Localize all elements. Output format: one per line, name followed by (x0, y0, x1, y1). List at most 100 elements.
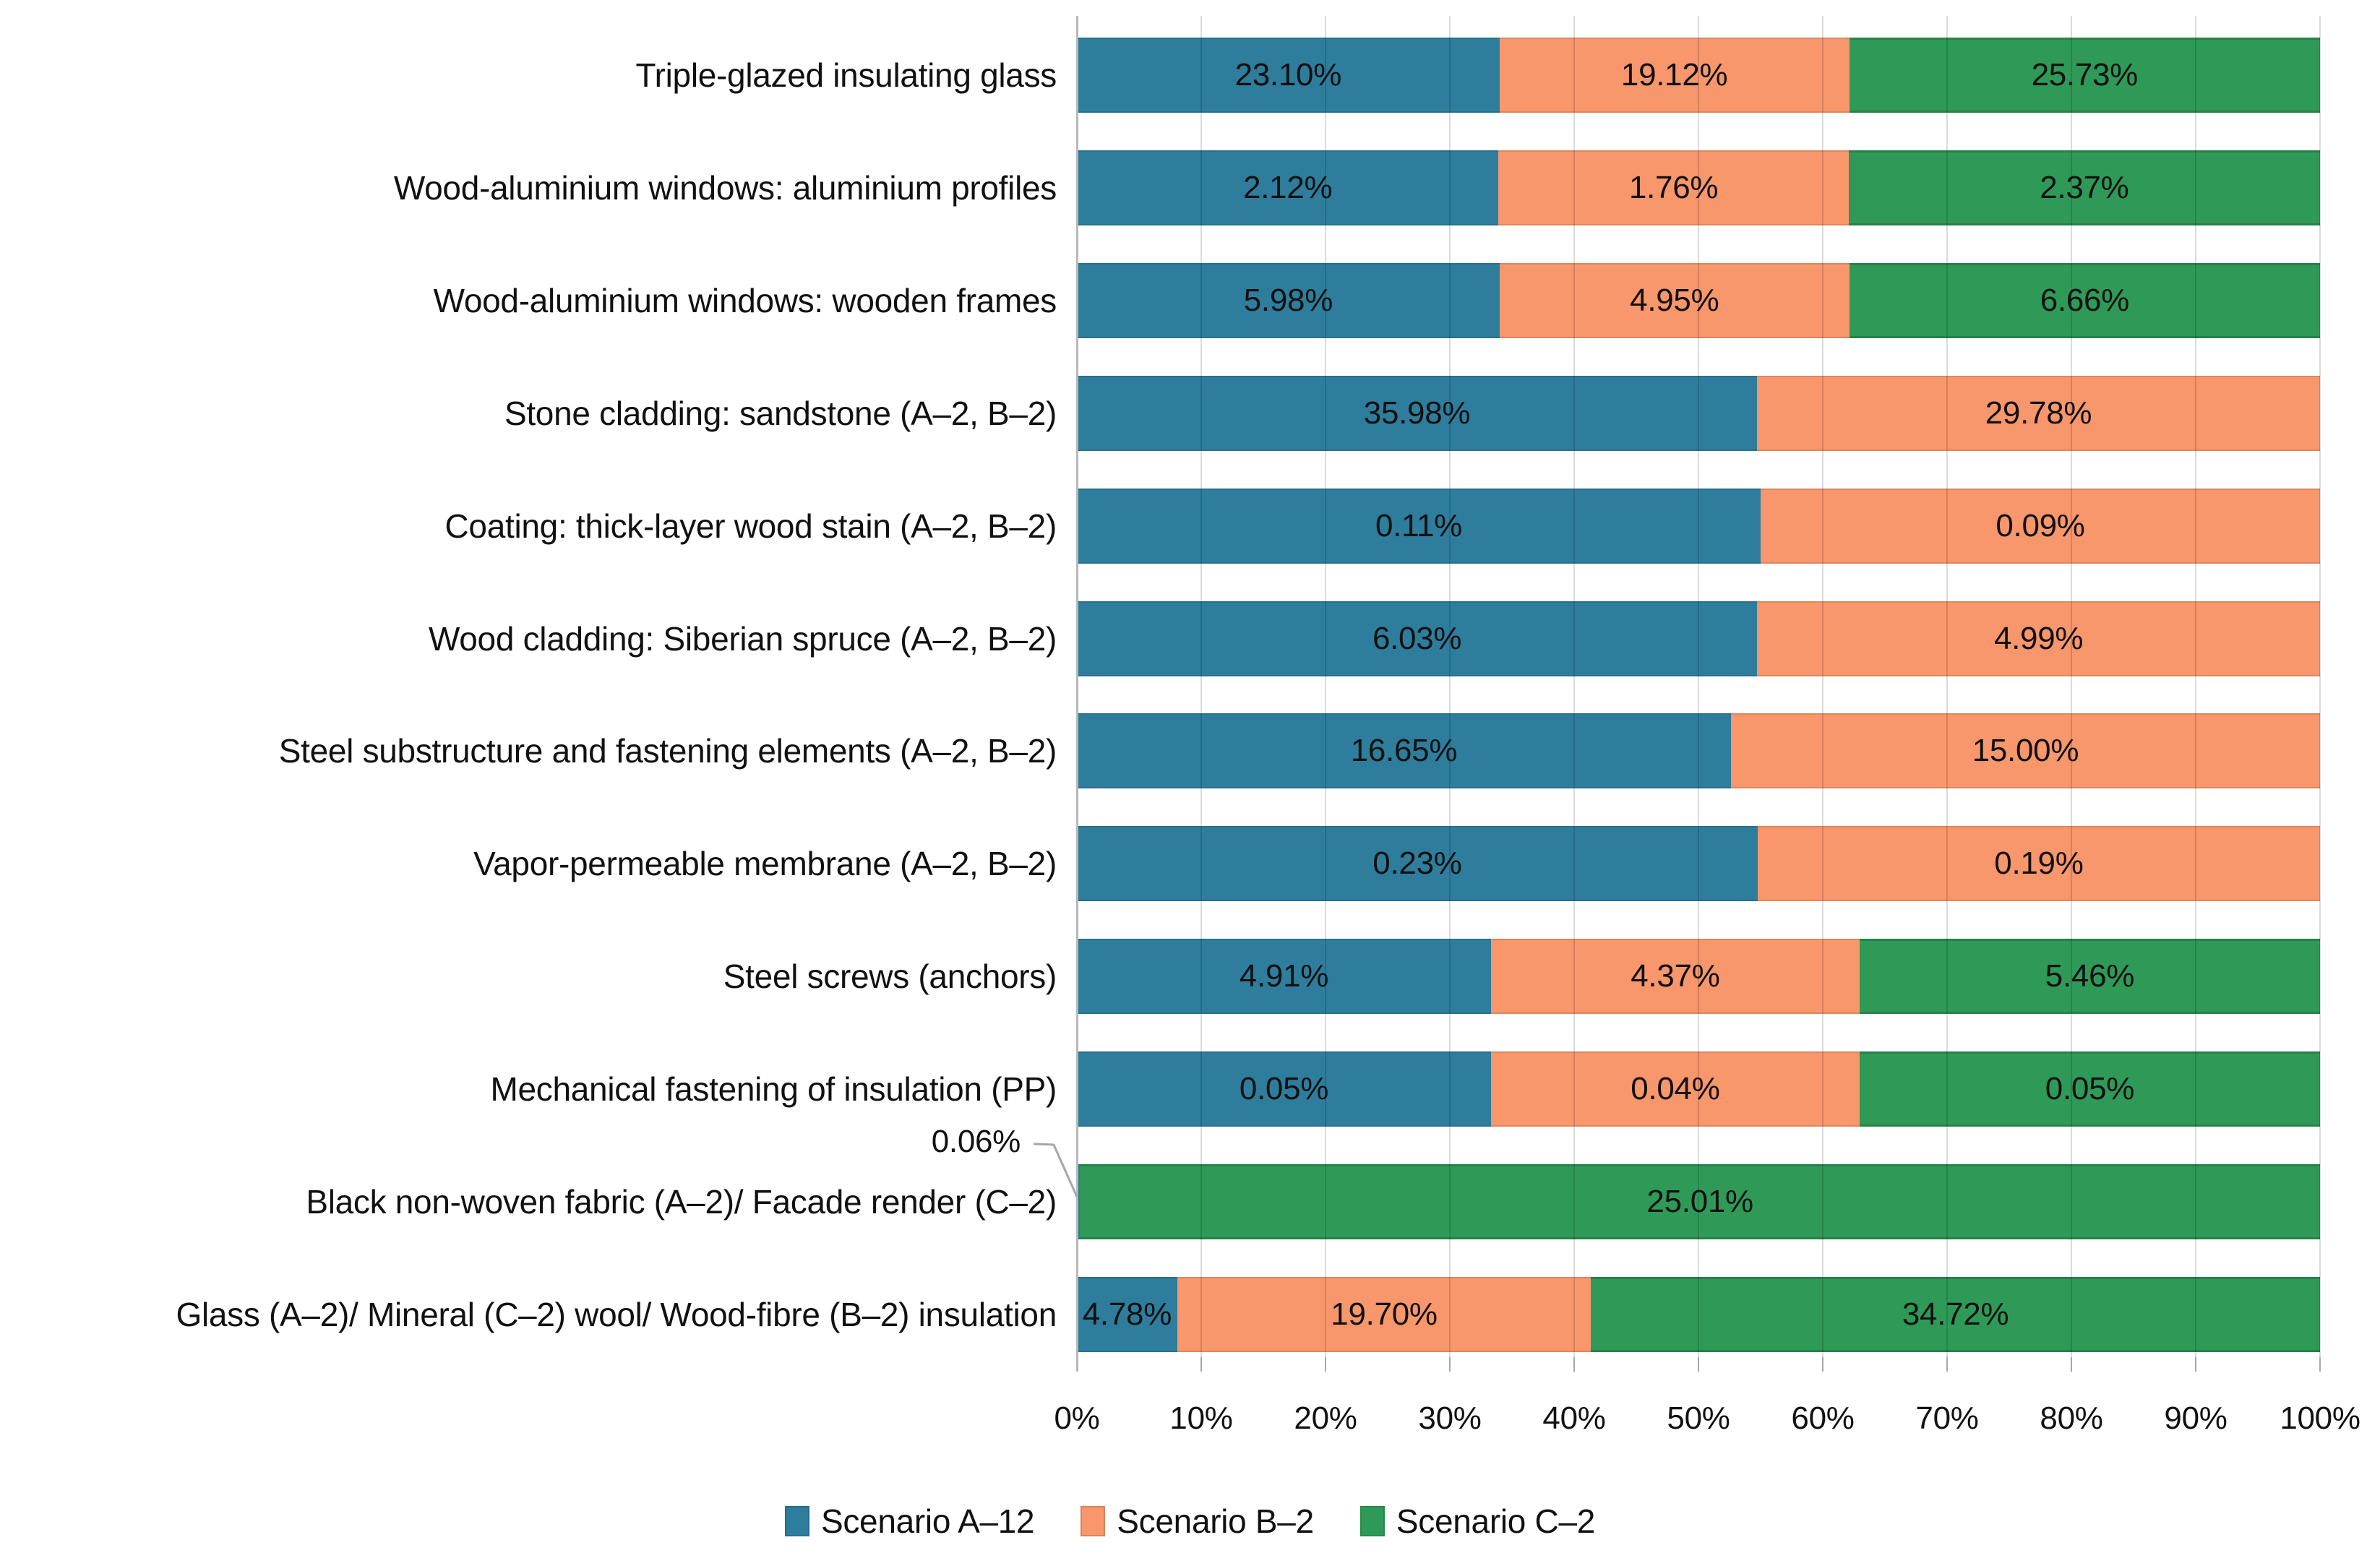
bar-row: 4.91% 4.37% 5.46% (1077, 939, 2320, 1015)
bar-segment-scenario-b: 4.95% (1499, 262, 1850, 338)
x-axis-tick (1822, 1357, 1823, 1372)
gridline (1449, 16, 1451, 1357)
value-label: 25.73% (2031, 57, 2139, 93)
bar-row: 23.10% 19.12% 25.73% (1077, 38, 2320, 113)
x-axis-tick-label: 60% (1791, 1401, 1855, 1436)
bar-segment-scenario-b: 0.09% (1761, 488, 2320, 564)
plot-area: 23.10% 19.12% 25.73% 2.12% 1.76% 2.37% 5.98% 4.… (1076, 16, 2321, 1372)
bar-segment-scenario-a: 35.98% (1077, 375, 1757, 451)
value-label: 19.12% (1620, 57, 1728, 93)
bar-segment-scenario-a: 6.03% (1077, 601, 1758, 676)
category-label: Wood-aluminium windows: wooden frames (433, 281, 1057, 319)
value-label: 16.65% (1350, 733, 1458, 769)
legend-label: Scenario B–2 (1117, 1502, 1314, 1540)
value-label: 4.99% (1993, 620, 2084, 656)
gridline (2319, 16, 2321, 1357)
bar-segment-scenario-c: 25.01% (1080, 1164, 2320, 1239)
legend-swatch-icon (784, 1506, 809, 1536)
bar-segment-scenario-a: 4.91% (1077, 939, 1491, 1015)
value-label: 19.70% (1331, 1296, 1438, 1332)
legend-label: Scenario A–12 (820, 1502, 1035, 1540)
bar-segment-scenario-b: 19.70% (1177, 1276, 1591, 1352)
legend: Scenario A–12 Scenario B–2 Scenario C–2 (0, 1502, 2380, 1541)
x-axis-tick (1200, 1357, 1202, 1372)
x-axis-tick (1946, 1357, 1948, 1372)
x-axis-tick-label: 100% (2280, 1401, 2360, 1436)
category-label: Coating: thick-layer wood stain (A–2, B–… (444, 507, 1057, 545)
value-label: 0.09% (1995, 507, 2085, 543)
bar-segment-scenario-b: 4.37% (1490, 939, 1860, 1015)
value-label: 0.05% (2045, 1071, 2135, 1107)
value-label: 15.00% (1972, 733, 2079, 769)
value-label: 35.98% (1363, 395, 1471, 431)
x-axis-tick (2195, 1357, 2196, 1372)
bar-row: 25.01% (1077, 1164, 2320, 1239)
category-label: Mechanical fastening of insulation (PP) (490, 1070, 1057, 1109)
x-axis-tick-label: 70% (1915, 1401, 1979, 1436)
category-label: Wood cladding: Siberian spruce (A–2, B–2… (428, 619, 1057, 658)
gridline (1946, 16, 1948, 1357)
category-label: Steel substructure and fastening element… (278, 732, 1057, 770)
legend-item-scenario-c: Scenario C–2 (1359, 1502, 1596, 1541)
value-label: 5.98% (1243, 282, 1333, 318)
bar-segment-scenario-a: 0.11% (1077, 488, 1761, 564)
value-label: 1.76% (1628, 169, 1719, 205)
x-axis-tick (1325, 1357, 1326, 1372)
bar-segment-scenario-b: 19.12% (1499, 38, 1850, 113)
value-label: 2.12% (1243, 169, 1333, 205)
x-axis-tick (1573, 1357, 1575, 1372)
x-axis-tick (2071, 1357, 2072, 1372)
x-axis-tick-label: 10% (1169, 1401, 1233, 1436)
legend-swatch-icon (1081, 1506, 1106, 1536)
value-label: 5.46% (2045, 958, 2135, 994)
value-label: 4.78% (1082, 1296, 1172, 1332)
x-axis-tick-label: 40% (1542, 1401, 1606, 1436)
legend-swatch-icon (1359, 1506, 1385, 1536)
value-label: 4.95% (1630, 282, 1719, 318)
x-axis-tick (2319, 1357, 2321, 1372)
value-label: 0.23% (1372, 846, 1462, 882)
value-label: 34.72% (1902, 1296, 2009, 1332)
gridline (2195, 16, 2196, 1357)
value-label: 0.19% (1994, 846, 2084, 882)
value-label: 29.78% (1985, 395, 2092, 431)
gridline (1573, 16, 1575, 1357)
bar-row: 0.23% 0.19% (1077, 826, 2320, 902)
bar-segment-scenario-c: 0.05% (1859, 1051, 2320, 1127)
x-axis-tick-label: 20% (1294, 1401, 1357, 1436)
category-label: Vapor-permeable membrane (A–2, B–2) (473, 845, 1057, 883)
bar-segment-scenario-b: 1.76% (1498, 150, 1849, 225)
gridline (1698, 16, 1699, 1357)
bar-segment-scenario-b: 0.19% (1757, 826, 2320, 902)
bar-row: 2.12% 1.76% 2.37% (1077, 150, 2320, 225)
category-label: Wood-aluminium windows: aluminium profil… (393, 168, 1057, 207)
bar-row: 16.65% 15.00% (1077, 713, 2320, 789)
legend-label: Scenario C–2 (1396, 1502, 1596, 1540)
bar-row: 4.78% 19.70% 34.72% (1077, 1276, 2320, 1352)
bar-segment-scenario-a: 2.12% (1077, 150, 1499, 225)
x-axis-tick-label: 90% (2164, 1401, 2228, 1436)
bar-segment-scenario-a: 0.05% (1077, 1051, 1491, 1127)
y-axis-line (1076, 16, 1078, 1372)
value-label: 23.10% (1234, 57, 1342, 93)
category-label: Triple-glazed insulating glass (635, 56, 1057, 94)
x-axis-tick-label: 30% (1418, 1401, 1482, 1436)
bar-segment-scenario-b: 4.99% (1757, 601, 2320, 676)
value-label: 0.11% (1375, 507, 1462, 543)
gridline (1822, 16, 1823, 1357)
value-label: 0.04% (1631, 1071, 1720, 1107)
bar-segment-scenario-c: 5.46% (1859, 939, 2320, 1015)
category-label: Black non-woven fabric (A–2)/ Facade ren… (306, 1183, 1057, 1221)
value-label: 4.37% (1631, 958, 1720, 994)
bar-segment-scenario-c: 34.72% (1591, 1276, 2320, 1352)
bar-row: 0.05% 0.04% 0.05% (1077, 1051, 2320, 1127)
legend-item-scenario-b: Scenario B–2 (1081, 1502, 1314, 1541)
bar-segment-scenario-a (1077, 1164, 1081, 1239)
callout-label-0.06: 0.06% (931, 1124, 1021, 1159)
value-label: 4.91% (1239, 958, 1329, 994)
x-axis-tick (1449, 1357, 1451, 1372)
bar-row: 35.98% 29.78% (1077, 375, 2320, 451)
gridline (1200, 16, 1202, 1357)
category-label: Glass (A–2)/ Mineral (C–2) wool/ Wood-fi… (176, 1295, 1057, 1333)
